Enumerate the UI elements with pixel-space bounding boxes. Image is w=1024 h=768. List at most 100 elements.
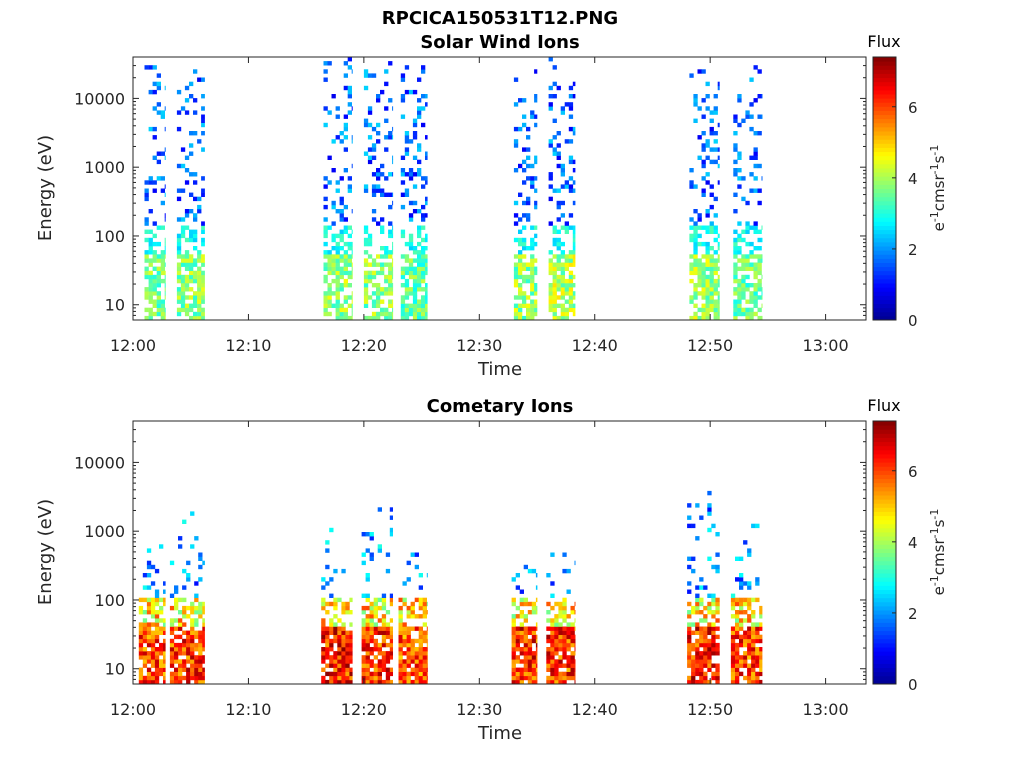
- colorbar-segment: [873, 622, 896, 627]
- flux-cell: [142, 655, 148, 660]
- flux-cell: [701, 163, 706, 169]
- flux-cell: [699, 634, 704, 640]
- flux-cell: [530, 258, 535, 263]
- flux-cell: [197, 283, 202, 288]
- flux-cell: [548, 172, 553, 177]
- flux-cell: [703, 605, 708, 611]
- flux-cell: [687, 655, 692, 660]
- flux-cell: [412, 287, 418, 292]
- flux-cell: [321, 618, 326, 623]
- flux-cell: [361, 593, 366, 598]
- flux-cell: [705, 278, 710, 284]
- flux-cell: [753, 291, 758, 296]
- flux-cell: [156, 159, 161, 165]
- flux-cell: [418, 585, 423, 590]
- flux-cell: [385, 651, 391, 656]
- flux-cell: [163, 597, 166, 603]
- colorbar-segment: [873, 213, 896, 218]
- flux-cell: [190, 605, 195, 611]
- flux-cell: [759, 667, 763, 672]
- flux-cell: [190, 675, 195, 681]
- flux-cell: [753, 188, 758, 193]
- flux-cell: [745, 262, 750, 267]
- flux-cell: [414, 671, 419, 677]
- flux-cell: [691, 610, 696, 615]
- flux-cell: [687, 581, 692, 586]
- flux-cell: [523, 655, 528, 660]
- flux-cell: [369, 663, 374, 668]
- flux-cell: [687, 523, 692, 529]
- flux-cell: [154, 568, 160, 574]
- flux-cell: [193, 274, 198, 280]
- flux-cell: [402, 597, 407, 603]
- flux-cell: [417, 283, 422, 288]
- flux-cell: [414, 626, 419, 631]
- flux-cell: [180, 147, 186, 152]
- flux-cell: [163, 655, 166, 660]
- flux-cell: [323, 184, 328, 189]
- flux-cell: [412, 172, 418, 177]
- flux-cell: [182, 651, 187, 656]
- flux-cell: [527, 642, 533, 648]
- flux-cell: [146, 622, 152, 627]
- flux-cell: [747, 581, 752, 586]
- flux-cell: [513, 315, 519, 321]
- flux-cell: [331, 262, 336, 267]
- flux-cell: [412, 270, 418, 276]
- flux-cell: [699, 577, 704, 582]
- flux-cell: [380, 299, 385, 304]
- flux-cell: [345, 634, 350, 640]
- flux-cell: [519, 597, 524, 603]
- flux-cell: [389, 618, 393, 623]
- flux-cell: [373, 597, 378, 603]
- flux-cell: [530, 315, 535, 321]
- flux-cell: [384, 192, 389, 197]
- flux-cell: [343, 73, 348, 78]
- flux-cell: [341, 642, 346, 648]
- flux-cell: [556, 204, 561, 210]
- flux-cell: [418, 647, 423, 652]
- flux-cell: [425, 315, 428, 321]
- flux-cell: [361, 659, 366, 664]
- flux-cell: [398, 610, 403, 615]
- flux-cell: [730, 634, 736, 640]
- flux-cell: [176, 254, 182, 259]
- flux-cell: [321, 667, 326, 672]
- flux-cell: [753, 163, 758, 169]
- flux-cell: [198, 679, 203, 685]
- flux-cell: [331, 278, 336, 284]
- flux-cell: [404, 139, 410, 144]
- flux-cell: [733, 237, 738, 243]
- x-tick-label: 12:00: [110, 336, 156, 355]
- flux-cell: [412, 315, 418, 321]
- flux-cell: [363, 270, 369, 276]
- flux-cell: [363, 73, 369, 78]
- flux-cell: [376, 295, 381, 300]
- flux-cell: [523, 663, 528, 668]
- flux-cell: [515, 605, 520, 611]
- flux-cell: [176, 188, 182, 193]
- flux-cell: [146, 610, 152, 615]
- flux-cell: [745, 229, 750, 234]
- flux-cell: [146, 671, 152, 677]
- flux-cell: [757, 283, 762, 288]
- flux-cell: [709, 246, 714, 251]
- flux-cell: [745, 311, 750, 317]
- flux-cell: [572, 180, 576, 185]
- flux-cell: [556, 246, 561, 251]
- flux-cell: [198, 556, 203, 561]
- flux-cell: [410, 610, 415, 615]
- flux-cell: [197, 295, 202, 300]
- flux-cell: [530, 266, 535, 271]
- flux-cell: [323, 122, 328, 128]
- flux-cell: [572, 258, 576, 263]
- flux-cell: [534, 69, 538, 74]
- flux-cell: [426, 675, 428, 681]
- flux-cell: [376, 94, 381, 99]
- flux-cell: [418, 671, 423, 677]
- flux-cell: [711, 663, 716, 668]
- flux-cell: [377, 507, 382, 512]
- flux-cell: [154, 593, 160, 598]
- colorbar-segment: [873, 258, 896, 263]
- flux-cell: [526, 147, 531, 152]
